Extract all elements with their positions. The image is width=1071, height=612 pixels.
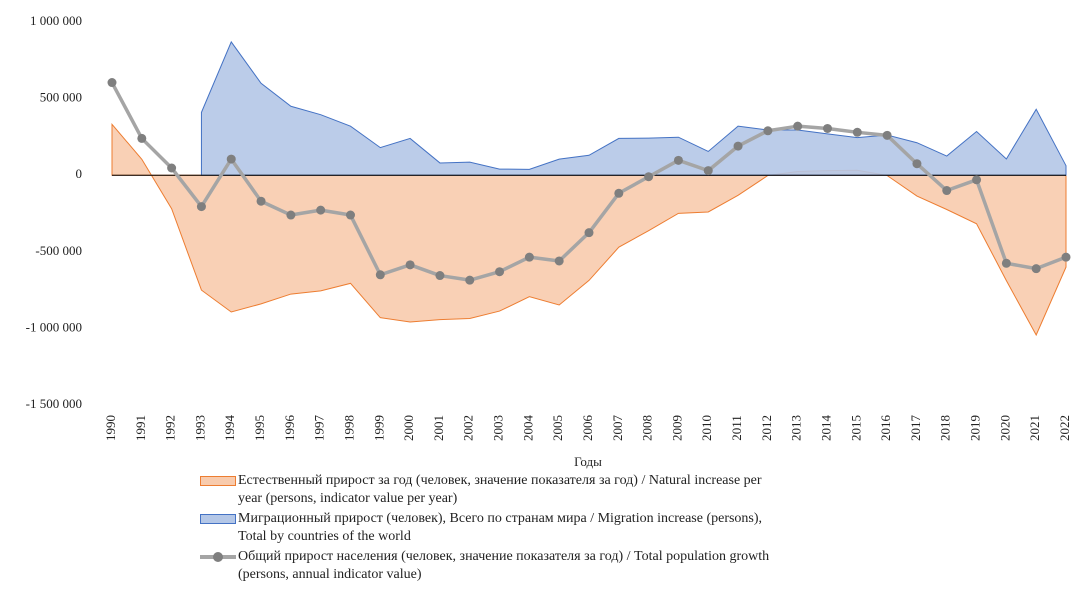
- marker: [673, 155, 683, 165]
- x-tick-label: 1998: [341, 415, 356, 441]
- x-tick-label: 2012: [759, 415, 774, 441]
- marker: [405, 260, 415, 270]
- y-tick-label: -1 000 000: [26, 319, 82, 334]
- x-tick-label: 2014: [818, 415, 833, 442]
- x-tick-label: 2006: [580, 415, 595, 442]
- x-tick-label: 2008: [640, 415, 655, 441]
- x-tick-label: 2001: [431, 415, 446, 441]
- x-tick-label: 2022: [1057, 415, 1071, 441]
- marker: [733, 141, 743, 151]
- x-tick-label: 2019: [968, 415, 983, 441]
- marker: [912, 159, 922, 169]
- x-tick-label: 2016: [878, 415, 893, 442]
- y-tick-label: 1 000 000: [30, 13, 82, 28]
- x-tick-label: 1993: [192, 415, 207, 441]
- x-tick-label: 1997: [312, 415, 327, 442]
- chart: Годы -1 500 000 -1 000 000 -500 000 0 500 00…: [26, 13, 1071, 469]
- x-tick-label: 1991: [133, 415, 148, 441]
- legend-label: Миграционный прирост (человек), Всего по…: [238, 511, 763, 544]
- x-tick-label: 1999: [371, 415, 386, 441]
- x-tick-label: 1995: [252, 415, 267, 441]
- marker: [882, 130, 892, 140]
- legend-label: Естественный прирост за год (человек, зн…: [238, 473, 762, 506]
- marker: [346, 210, 355, 220]
- marker: [972, 175, 982, 185]
- legend-item: Миграционный прирост (человек), Всего по…: [200, 510, 778, 546]
- x-tick-label: 2005: [550, 415, 565, 441]
- marker: [435, 271, 445, 281]
- x-tick-label: 1994: [222, 415, 237, 442]
- y-tick-label: 500 000: [40, 90, 82, 105]
- marker: [942, 186, 952, 196]
- marker: [1001, 258, 1011, 268]
- x-axis-label: Годы: [574, 454, 602, 469]
- x-tick-label: 2021: [1027, 415, 1042, 441]
- marker: [852, 127, 862, 137]
- x-tick-label: 2017: [908, 415, 923, 442]
- marker: [554, 256, 564, 266]
- marker: [644, 172, 654, 182]
- marker: [793, 121, 803, 131]
- x-tick-label: 1996: [282, 415, 297, 442]
- legend-item: Естественный прирост за год (человек, зн…: [200, 472, 778, 508]
- marker: [763, 126, 773, 136]
- x-tick-label: 1990: [103, 415, 118, 441]
- x-tick-label: 1992: [163, 415, 178, 441]
- marker: [703, 166, 713, 176]
- marker: [1031, 264, 1041, 274]
- legend-swatch: [200, 514, 236, 524]
- marker: [196, 202, 206, 212]
- marker: [226, 154, 236, 164]
- x-tick-label: 2018: [938, 415, 953, 441]
- x-tick-label: 2011: [729, 415, 744, 441]
- legend-item: Общий прирост населения (человек, значен…: [200, 548, 778, 584]
- marker: [495, 267, 505, 277]
- marker: [823, 123, 832, 133]
- marker: [167, 163, 177, 173]
- x-tick-label: 2000: [401, 415, 416, 441]
- y-tick-label: -500 000: [35, 243, 82, 258]
- marker: [614, 188, 624, 198]
- x-tick-label: 2003: [491, 415, 506, 441]
- x-tick-label: 2010: [699, 415, 714, 441]
- x-tick-label: 2015: [848, 415, 863, 441]
- marker: [286, 210, 296, 220]
- area: [200, 40, 1067, 176]
- legend-swatch: [200, 552, 236, 562]
- legend-swatch: [200, 476, 236, 486]
- marker: [1061, 252, 1071, 262]
- legend-label: Общий прирост населения (человек, значен…: [238, 549, 770, 582]
- x-tick-label: 2002: [461, 415, 476, 441]
- marker: [584, 228, 594, 238]
- y-tick-label: -1 500 000: [26, 396, 82, 411]
- x-tick-label: 2004: [520, 415, 535, 442]
- marker: [524, 252, 534, 262]
- marker: [316, 205, 326, 215]
- legend-marker: [213, 552, 223, 562]
- marker: [256, 196, 266, 206]
- marker: [375, 270, 385, 280]
- legend: Естественный прирост за год (человек, зн…: [200, 472, 800, 586]
- marker: [465, 275, 475, 285]
- y-tick-label: 0: [76, 166, 83, 181]
- x-tick-label: 2013: [789, 415, 804, 441]
- marker: [137, 133, 147, 143]
- x-tick-label: 2020: [997, 415, 1012, 441]
- x-tick-label: 2009: [669, 415, 684, 441]
- marker: [107, 78, 117, 88]
- x-tick-label: 2007: [610, 415, 625, 442]
